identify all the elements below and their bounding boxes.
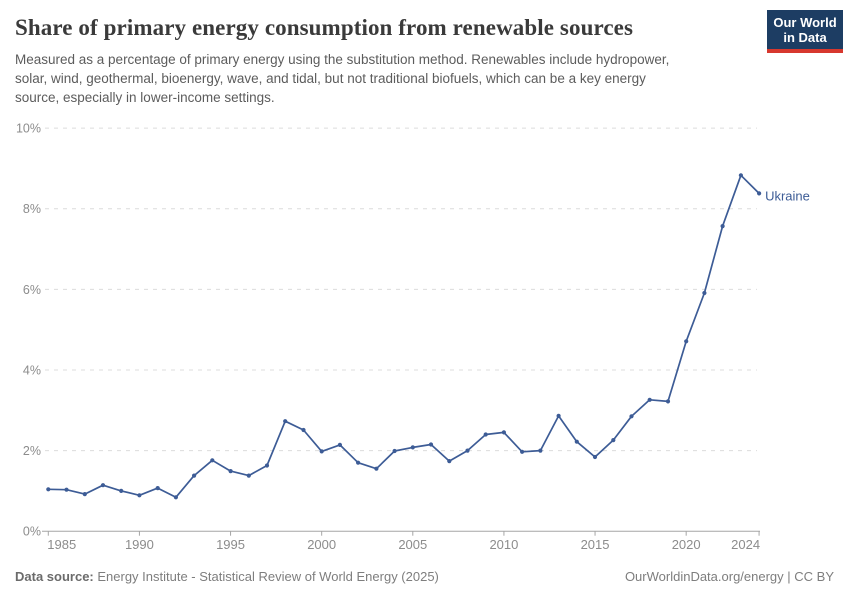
data-point-marker[interactable] (592, 454, 598, 460)
data-point-marker[interactable] (520, 449, 525, 454)
data-point-marker[interactable] (264, 463, 270, 468)
data-point-marker[interactable] (465, 448, 470, 453)
data-point-marker[interactable] (210, 458, 215, 463)
series-line-ukraine[interactable] (48, 174, 760, 499)
data-point-marker[interactable] (119, 488, 124, 493)
data-point-marker[interactable] (738, 173, 744, 178)
data-point-marker[interactable] (447, 459, 452, 464)
y-axis-tick-label: 8% (23, 202, 41, 216)
data-point-marker[interactable] (428, 442, 434, 447)
y-axis-tick-label: 4% (23, 363, 41, 377)
x-axis-tick-label: 1985 (47, 537, 76, 552)
data-point-marker[interactable] (629, 414, 634, 419)
data-point-marker[interactable] (46, 487, 51, 492)
data-point-marker[interactable] (301, 427, 306, 433)
x-axis-tick-label: 2024 (731, 537, 760, 552)
data-point-marker[interactable] (374, 466, 379, 471)
data-point-marker[interactable] (356, 460, 361, 465)
data-point-marker[interactable] (283, 419, 288, 424)
y-axis-tick-label: 0% (23, 525, 41, 539)
data-point-marker[interactable] (64, 487, 69, 492)
data-point-marker[interactable] (228, 469, 233, 474)
chart-footer: Data source: Energy Institute - Statisti… (15, 569, 834, 584)
data-point-marker[interactable] (556, 413, 561, 418)
x-axis-tick-label: 2000 (307, 537, 336, 552)
x-axis-tick-label: 2005 (398, 537, 427, 552)
owid-logo-line1: Our World (773, 14, 837, 30)
data-point-marker[interactable] (82, 492, 87, 497)
data-point-marker[interactable] (757, 191, 762, 196)
x-axis-tick-label: 2015 (581, 537, 610, 552)
subtitle-line: Measured as a percentage of primary ener… (15, 52, 670, 67)
data-point-marker[interactable] (702, 290, 707, 296)
owid-logo[interactable]: Our World in Data (767, 10, 843, 53)
owid-logo-line2: in Data (783, 29, 827, 45)
data-point-marker[interactable] (192, 473, 197, 478)
data-point-marker[interactable] (574, 439, 579, 444)
y-axis-tick-label: 2% (23, 444, 41, 458)
data-point-marker[interactable] (137, 493, 142, 498)
y-axis-tick-label: 6% (23, 283, 41, 297)
chart-header: Share of primary energy consumption from… (15, 14, 755, 107)
data-point-marker[interactable] (410, 445, 415, 450)
x-axis-tick-label: 2020 (672, 537, 701, 552)
data-point-marker[interactable] (720, 224, 725, 229)
series-label-ukraine[interactable]: Ukraine (765, 188, 810, 203)
x-axis-tick-label: 1990 (125, 537, 154, 552)
y-axis-tick-label: 10% (16, 122, 41, 136)
data-point-marker[interactable] (392, 448, 397, 454)
data-point-marker[interactable] (501, 430, 506, 435)
subtitle-line: solar, wind, geothermal, bioenergy, wave… (15, 71, 646, 86)
data-point-marker[interactable] (155, 486, 160, 491)
data-source-label: Data source: (15, 569, 94, 584)
data-source-text: Energy Institute - Statistical Review of… (93, 569, 439, 584)
data-point-marker[interactable] (647, 397, 652, 402)
data-point-marker[interactable] (611, 438, 616, 443)
credit-link[interactable]: OurWorldinData.org/energy | CC BY (624, 569, 834, 584)
data-point-marker[interactable] (319, 449, 324, 454)
chart-title: Share of primary energy consumption from… (15, 15, 634, 40)
data-point-marker[interactable] (173, 495, 178, 500)
data-point-marker[interactable] (538, 448, 543, 453)
data-point-marker[interactable] (665, 399, 671, 404)
data-point-marker[interactable] (100, 483, 106, 488)
data-point-marker[interactable] (684, 339, 689, 344)
data-point-marker[interactable] (337, 442, 342, 447)
data-point-marker[interactable] (246, 473, 251, 478)
subtitle-line: source, especially in lower-income setti… (15, 90, 275, 105)
chart-subtitle: Measured as a percentage of primary ener… (15, 50, 755, 107)
x-axis-tick-label: 2010 (489, 537, 518, 552)
data-source: Data source: Energy Institute - Statisti… (15, 569, 439, 584)
x-axis-tick-label: 1995 (216, 537, 245, 552)
data-point-marker[interactable] (483, 432, 488, 437)
